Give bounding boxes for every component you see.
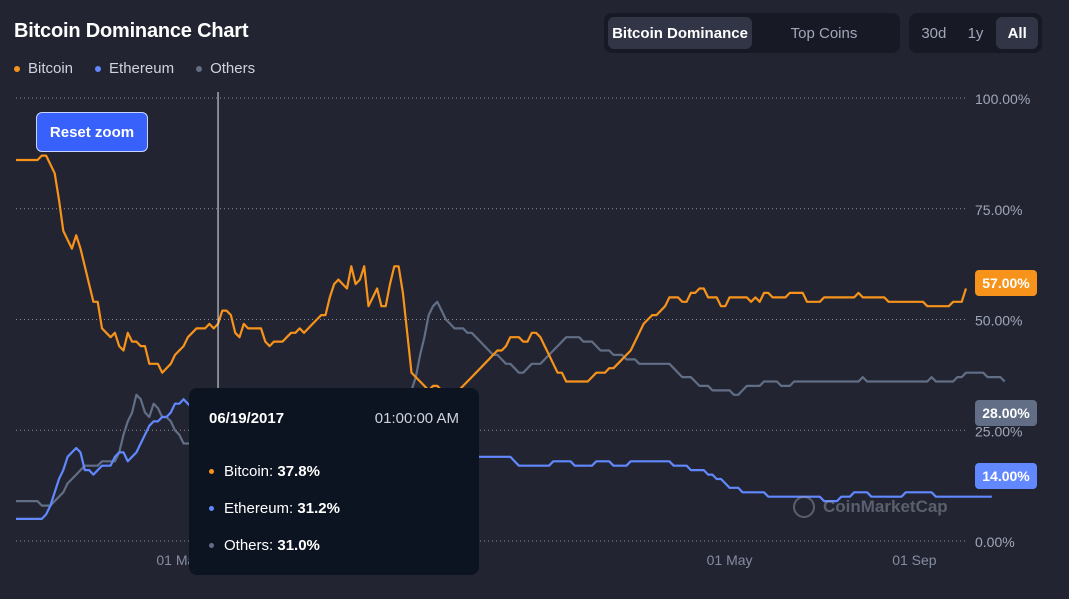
tooltip-value-others: 31.0% <box>277 537 320 554</box>
others-dot-icon <box>209 543 214 548</box>
watermark: CoinMarketCap <box>793 496 948 518</box>
last-value-badge-bitcoin <box>975 270 1037 296</box>
series-line-bitcoin <box>16 154 968 396</box>
legend-label-ethereum: Ethereum <box>109 60 175 77</box>
tooltip-label-bitcoin: Bitcoin <box>224 463 270 480</box>
tooltip-label-others: Others <box>224 537 270 554</box>
tooltip-date: 06/19/2017 <box>209 410 285 427</box>
y-tick-label: 50.00% <box>975 313 1022 329</box>
coinmarketcap-logo-icon <box>793 496 815 518</box>
reset-zoom-button[interactable]: Reset zoom <box>36 112 148 152</box>
y-tick-label: 25.00% <box>975 423 1022 439</box>
legend-item-ethereum[interactable]: Ethereum <box>95 60 174 77</box>
time-range-toggle: 30d 1y All <box>909 13 1042 53</box>
tooltip-value-bitcoin: 37.8% <box>277 463 320 480</box>
y-tick-label: 75.00% <box>975 202 1022 218</box>
ethereum-dot-icon <box>95 65 102 72</box>
tooltip-time: 01:00:00 AM <box>374 410 459 427</box>
y-tick-label: 100.00% <box>975 91 1030 107</box>
x-tick-label: 01 Sep <box>892 552 937 568</box>
x-tick-label: 01 May <box>707 552 753 568</box>
tab-bitcoin-dominance[interactable]: Bitcoin Dominance <box>608 17 752 49</box>
tooltip-row-others: Others: 31.0% <box>209 527 459 564</box>
last-value-label-ethereum: 14.00% <box>982 468 1030 484</box>
last-value-badge-others <box>975 400 1037 426</box>
last-value-label-bitcoin: 57.00% <box>982 275 1030 291</box>
bitcoin-dot-icon <box>14 65 20 72</box>
legend-label-others: Others <box>210 60 256 77</box>
legend-item-others[interactable]: Others <box>196 60 255 77</box>
series-line-others <box>16 300 1006 507</box>
chart-type-toggle: Bitcoin Dominance Top Coins <box>604 13 900 53</box>
tab-top-coins[interactable]: Top Coins <box>790 24 858 42</box>
tooltip-row-bitcoin: Bitcoin: 37.8% <box>209 453 459 490</box>
others-dot-icon <box>196 65 203 72</box>
chart-legend: Bitcoin Ethereum Others <box>14 60 255 77</box>
legend-item-bitcoin[interactable]: Bitcoin <box>14 60 73 77</box>
tooltip-label-ethereum: Ethereum <box>224 500 290 517</box>
series-line-ethereum <box>16 398 992 520</box>
tooltip-value-ethereum: 31.2% <box>297 500 340 517</box>
range-all-button[interactable]: All <box>996 17 1039 49</box>
ethereum-dot-icon <box>209 506 214 511</box>
tooltip-row-ethereum: Ethereum: 31.2% <box>209 490 459 527</box>
last-value-label-others: 28.00% <box>982 405 1030 421</box>
bitcoin-dot-icon <box>209 469 214 474</box>
watermark-text: CoinMarketCap <box>823 497 948 516</box>
y-tick-label: 0.00% <box>975 534 1015 550</box>
legend-label-bitcoin: Bitcoin <box>28 60 74 77</box>
range-30d-button[interactable]: 30d <box>921 24 947 42</box>
last-value-badge-ethereum <box>975 463 1037 489</box>
range-1y-button[interactable]: 1y <box>967 24 984 42</box>
page-title: Bitcoin Dominance Chart <box>14 20 249 42</box>
chart-tooltip: 06/19/2017 01:00:00 AM Bitcoin: 37.8% Et… <box>189 388 479 575</box>
